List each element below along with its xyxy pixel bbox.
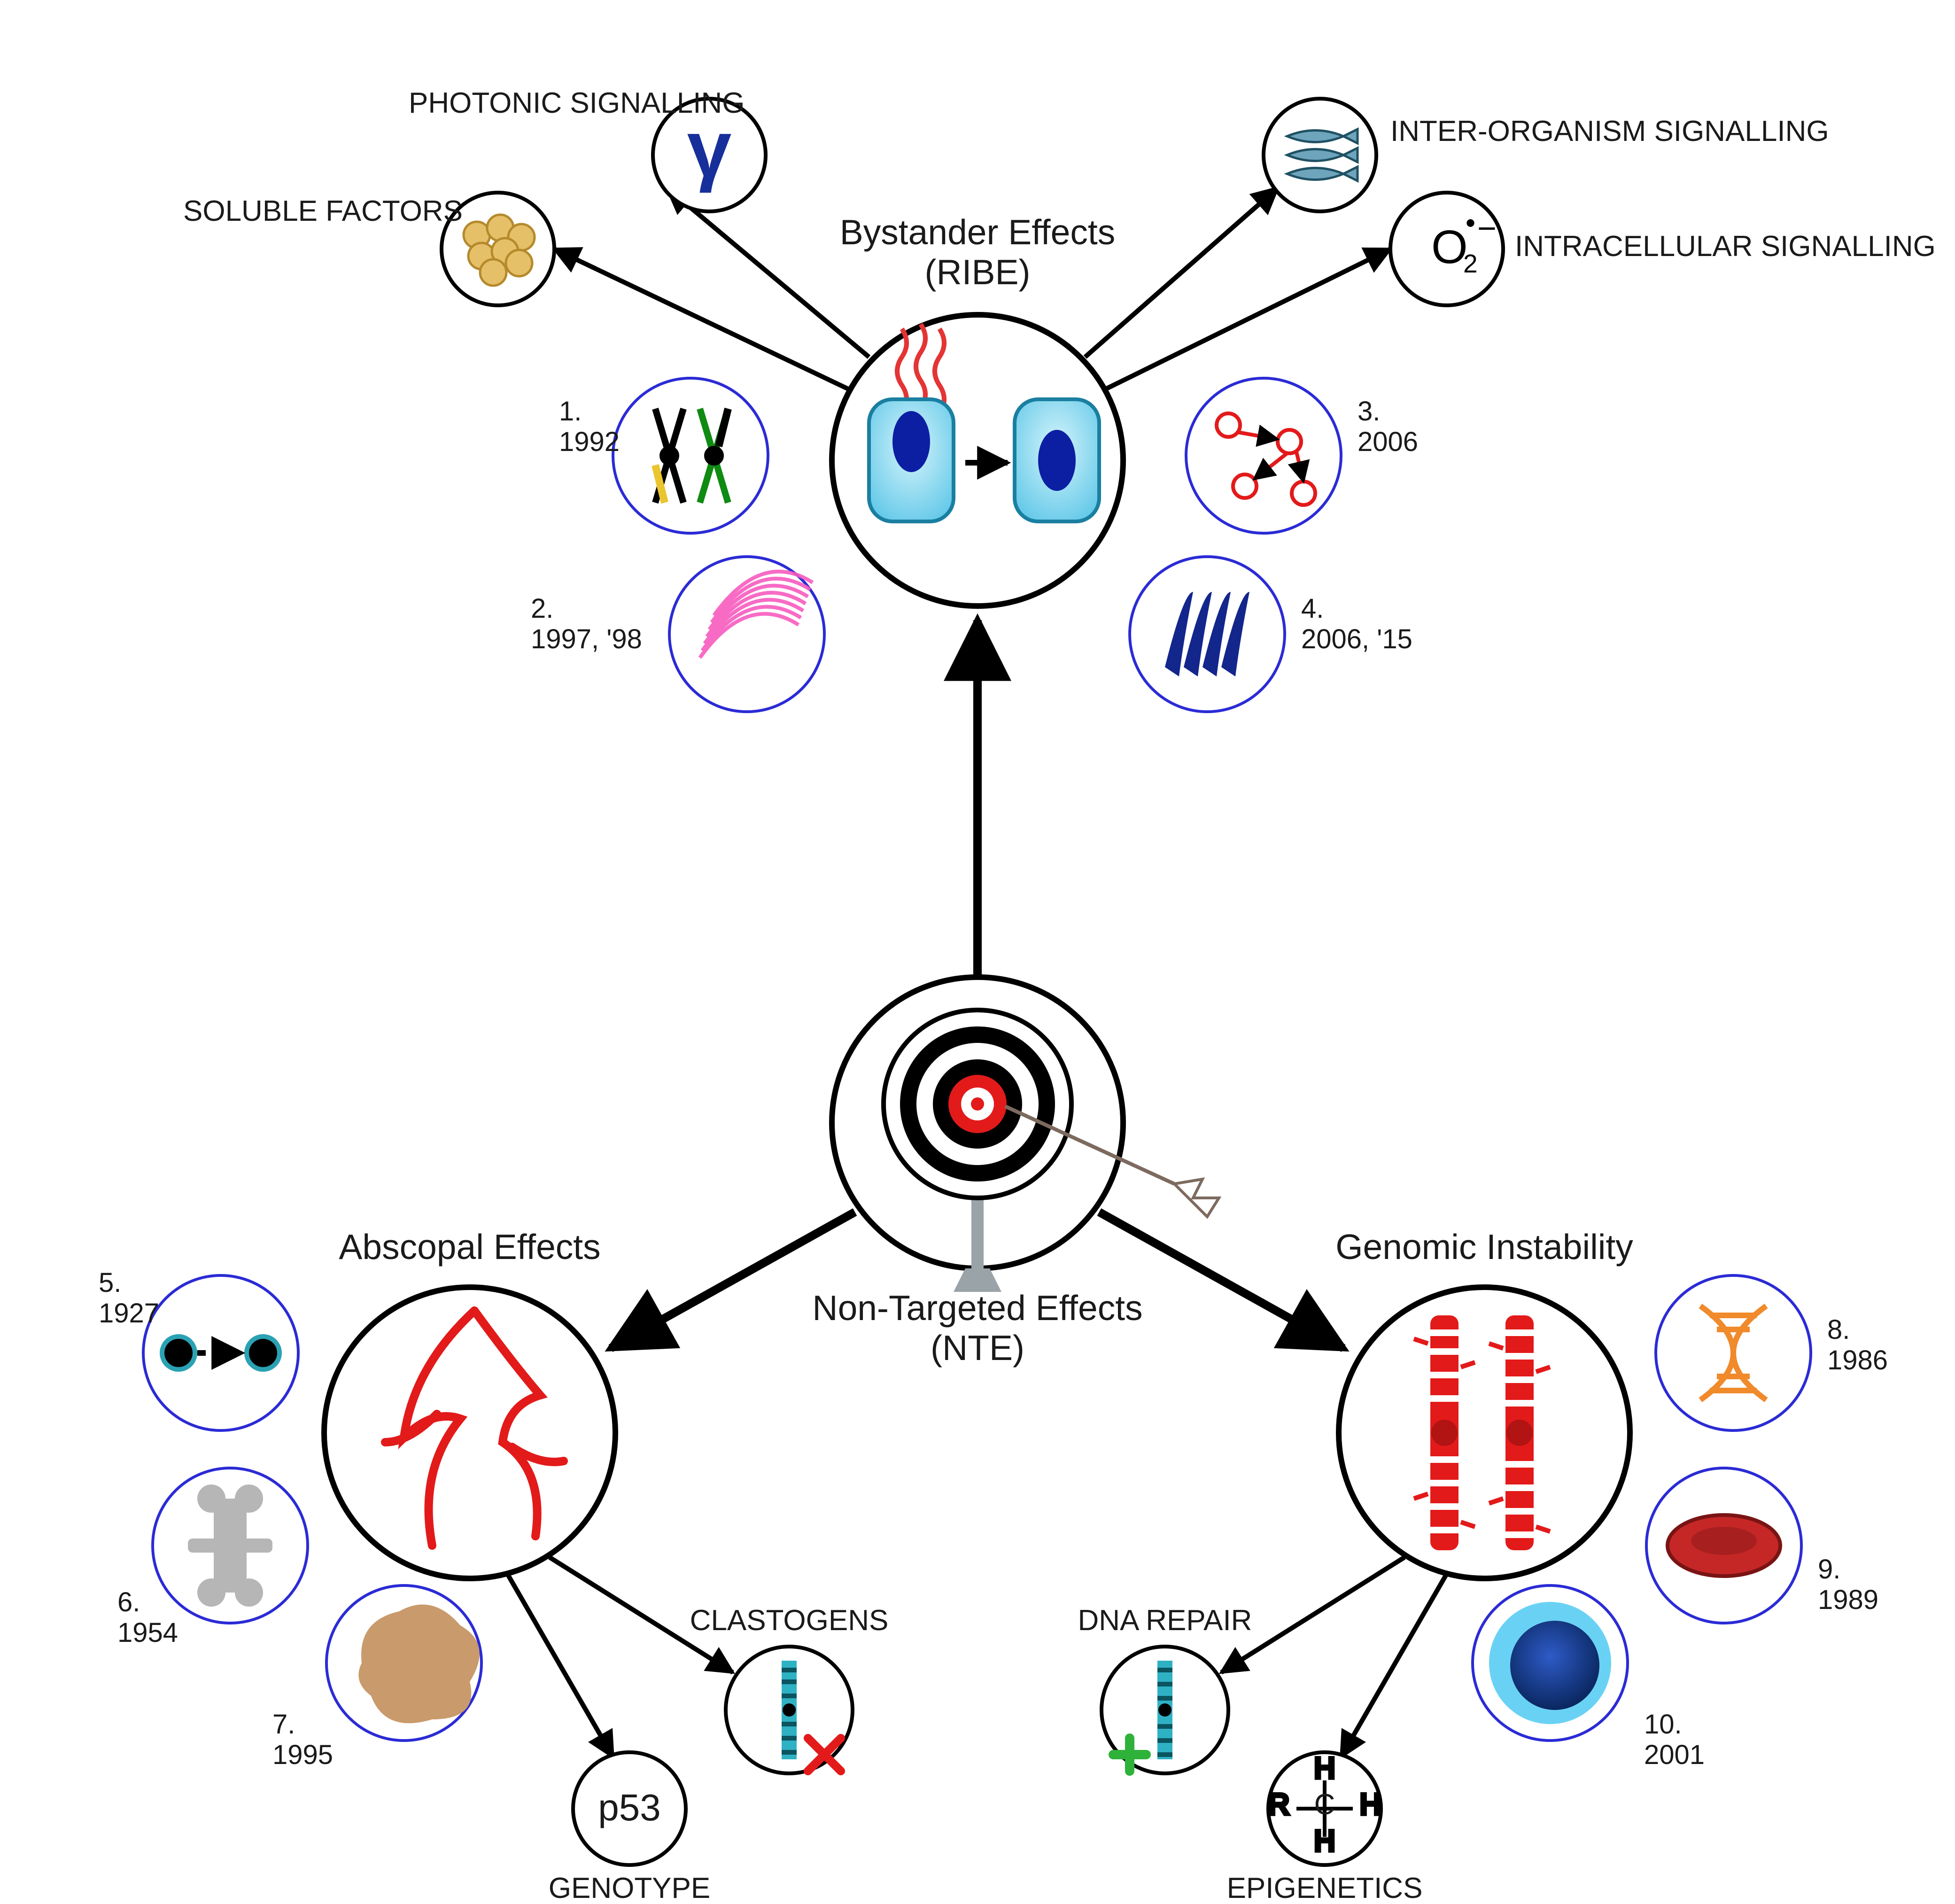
ann4-year: 2006, '15 — [1301, 624, 1412, 654]
interorg-node: INTER-ORGANISM SIGNALLING — [1264, 99, 1829, 211]
ann6-num: 6. — [117, 1587, 140, 1617]
irradiated-cell-icon — [869, 399, 954, 521]
bystander-cell-icon — [1015, 399, 1099, 521]
ann5-num: 5. — [99, 1267, 121, 1298]
dnarepair-node: DNA REPAIR — [1078, 1604, 1252, 1773]
ann2-num: 2. — [531, 593, 553, 624]
svg-text:H: H — [1314, 1825, 1335, 1857]
svg-text:−: − — [1477, 210, 1497, 247]
nte-diagram: Bystander Effects (RIBE) γ — [0, 0, 1955, 1904]
genotype-label: GENOTYPE — [549, 1872, 711, 1904]
clastogens-label: CLASTOGENS — [690, 1604, 889, 1637]
ann7-num: 7. — [272, 1709, 295, 1740]
nte-central: Non-Targeted Effects (NTE) — [611, 620, 1343, 1368]
svg-text:2: 2 — [1463, 249, 1478, 278]
ann5-year: 1927 — [99, 1298, 159, 1329]
bystander-title-top: Bystander Effects — [840, 212, 1115, 252]
repair-chromosome-icon — [1157, 1661, 1172, 1759]
clastogen-chromosome-icon — [782, 1661, 797, 1759]
arrow-nte-to-abscopal — [611, 1212, 855, 1348]
photonic-label: PHOTONIC SIGNALLING — [409, 87, 745, 119]
genomic-circle — [1339, 1287, 1630, 1578]
photonic-node: γ PHOTONIC SIGNALLING — [409, 87, 766, 211]
ann10-num: 10. — [1644, 1709, 1682, 1740]
arrow-to-photonic — [667, 188, 869, 357]
bystander-title-sub: (RIBE) — [925, 252, 1031, 292]
ann1-year: 1992 — [559, 427, 620, 457]
ann3-year: 2006 — [1358, 427, 1418, 457]
ann9-num: 9. — [1818, 1554, 1840, 1585]
arrow-gen-to-epigenetics — [1341, 1574, 1447, 1757]
soluble-node: SOLUBLE FACTORS — [183, 193, 554, 305]
abscopal-group: Abscopal Effects CLASTOGENS — [99, 1227, 888, 1904]
ann10-node: 10. 2001 — [1473, 1585, 1705, 1770]
ann5-node: 5. 1927 — [99, 1267, 298, 1430]
nte-title-sub: (NTE) — [931, 1328, 1024, 1368]
arrow-abs-to-genotype — [507, 1574, 613, 1757]
ann6-year: 1954 — [117, 1617, 178, 1648]
ann3-node: 3. 2006 — [1186, 378, 1418, 533]
svg-text:H: H — [1360, 1788, 1381, 1821]
p53-label: p53 — [598, 1787, 660, 1828]
ann4-num: 4. — [1301, 593, 1324, 624]
svg-text:•: • — [1466, 207, 1475, 239]
ann7-node: 7. 1995 — [272, 1585, 481, 1770]
intracell-node: O 2 • − INTRACELLULAR SIGNALLING — [1390, 193, 1936, 305]
abscopal-title: Abscopal Effects — [339, 1227, 600, 1267]
ann2-year: 1997, '98 — [531, 624, 642, 654]
arrow-to-soluble — [554, 249, 850, 390]
ann8-num: 8. — [1827, 1314, 1850, 1345]
ann9-node: 9. 1989 — [1646, 1468, 1878, 1623]
abscopal-circle — [324, 1287, 615, 1578]
ann7-year: 1995 — [272, 1740, 333, 1770]
svg-text:H: H — [1314, 1752, 1335, 1785]
dnarepair-label: DNA REPAIR — [1078, 1604, 1252, 1637]
source-dot-icon — [162, 1337, 195, 1369]
target-dot-icon — [247, 1337, 279, 1369]
ann9-year: 1989 — [1818, 1585, 1878, 1615]
genotype-node: p53 GENOTYPE — [549, 1752, 711, 1904]
bone-icon — [188, 1484, 272, 1607]
fish-icon — [1287, 129, 1358, 181]
svg-text:R: R — [1268, 1788, 1289, 1821]
ann8-node: 8. 1986 — [1656, 1275, 1888, 1430]
ann1-node: 1. 1992 — [559, 378, 768, 533]
epigenetics-label: EPIGENETICS — [1227, 1872, 1423, 1904]
clastogens-node: CLASTOGENS — [690, 1604, 889, 1773]
svg-text:C: C — [1314, 1788, 1335, 1821]
intracell-label: INTRACELLULAR SIGNALLING — [1515, 230, 1936, 263]
epigenetics-node: H H R H C EPIGENETICS — [1227, 1752, 1423, 1904]
soluble-label: SOLUBLE FACTORS — [183, 195, 463, 227]
ann3-num: 3. — [1358, 396, 1380, 427]
nte-title-top: Non-Targeted Effects — [812, 1288, 1142, 1328]
arrow-to-intracell — [1104, 249, 1390, 390]
ann4-node: 4. 2006, '15 — [1130, 557, 1412, 712]
ann10-year: 2001 — [1644, 1740, 1705, 1770]
ann1-num: 1. — [559, 396, 582, 427]
arrow-nte-to-genomic — [1099, 1212, 1343, 1348]
ann2-node: 2. 1997, '98 — [531, 557, 824, 712]
ann8-year: 1986 — [1827, 1345, 1888, 1376]
superoxide-icon: O — [1431, 221, 1468, 273]
bystander-group: Bystander Effects (RIBE) γ — [183, 87, 1936, 712]
genomic-group: Genomic Instability — [1078, 1227, 1888, 1904]
interorg-label: INTER-ORGANISM SIGNALLING — [1390, 115, 1829, 148]
genomic-title: Genomic Instability — [1335, 1227, 1633, 1267]
ann6-node: 6. 1954 — [117, 1468, 308, 1648]
